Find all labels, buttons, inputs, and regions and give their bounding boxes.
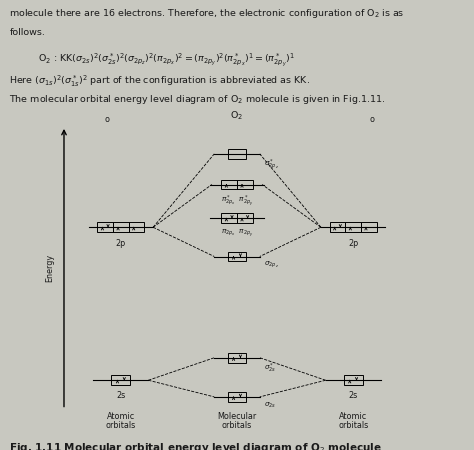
Bar [228, 392, 246, 402]
Bar [330, 222, 345, 232]
Text: O$_2$ : KK$(\sigma_{2s})^2(\sigma^*_{2s})^2(\sigma_{2p_z})^2(\pi_{2p_x})^2$$= (\: O$_2$ : KK$(\sigma_{2s})^2(\sigma^*_{2s}… [38, 52, 295, 69]
Bar [221, 180, 237, 189]
Text: Here $(\sigma_{1s})^2(\sigma^*_{1s})^2$ part of the configuration is abbreviated: Here $(\sigma_{1s})^2(\sigma^*_{1s})^2$ … [9, 74, 310, 89]
Bar [221, 213, 237, 223]
Bar [228, 353, 246, 363]
Text: 2p: 2p [116, 238, 126, 248]
Text: Atomic
orbitals: Atomic orbitals [338, 412, 368, 431]
Bar [111, 375, 130, 385]
Text: 2s: 2s [116, 392, 126, 400]
Text: $\pi^*_{2p_x}$  $\pi^*_{2p_y}$: $\pi^*_{2p_x}$ $\pi^*_{2p_y}$ [220, 194, 254, 209]
Bar [345, 222, 361, 232]
Bar [228, 149, 246, 159]
Text: The molecular orbital energy level diagram of O$_2$ molecule is given in Fig.1.1: The molecular orbital energy level diagr… [9, 93, 386, 106]
Bar [361, 222, 376, 232]
Text: $\sigma^*_{2p_z}$: $\sigma^*_{2p_z}$ [264, 158, 279, 172]
Bar [237, 213, 253, 223]
Text: $\sigma_{2p_z}$: $\sigma_{2p_z}$ [264, 260, 279, 270]
Text: follows.: follows. [9, 28, 46, 37]
Text: $\pi_{2p_x}$  $\pi_{2p_y}$: $\pi_{2p_x}$ $\pi_{2p_y}$ [220, 227, 254, 239]
Text: o: o [370, 115, 374, 124]
Text: $\sigma^*_{2s}$: $\sigma^*_{2s}$ [264, 361, 276, 375]
Bar [113, 222, 128, 232]
Text: Atomic
orbitals: Atomic orbitals [106, 412, 136, 431]
Text: O$_2$: O$_2$ [230, 110, 244, 122]
Text: Molecular
orbitals: Molecular orbitals [218, 412, 256, 431]
Bar [228, 252, 246, 261]
Text: molecule there are 16 electrons. Therefore, the electronic configuration of O$_2: molecule there are 16 electrons. Therefo… [9, 7, 405, 20]
Text: o: o [104, 115, 109, 124]
Bar [98, 222, 113, 232]
Bar [128, 222, 144, 232]
Bar [344, 375, 363, 385]
Text: $\sigma_{2s}$: $\sigma_{2s}$ [264, 400, 276, 410]
Text: Energy: Energy [45, 254, 54, 282]
Text: 2p: 2p [348, 238, 358, 248]
Text: 2s: 2s [348, 392, 358, 400]
Bar [237, 180, 253, 189]
Text: Fig. 1.11 Molecular orbital energy level diagram of O$_2$ molecule: Fig. 1.11 Molecular orbital energy level… [9, 441, 383, 450]
